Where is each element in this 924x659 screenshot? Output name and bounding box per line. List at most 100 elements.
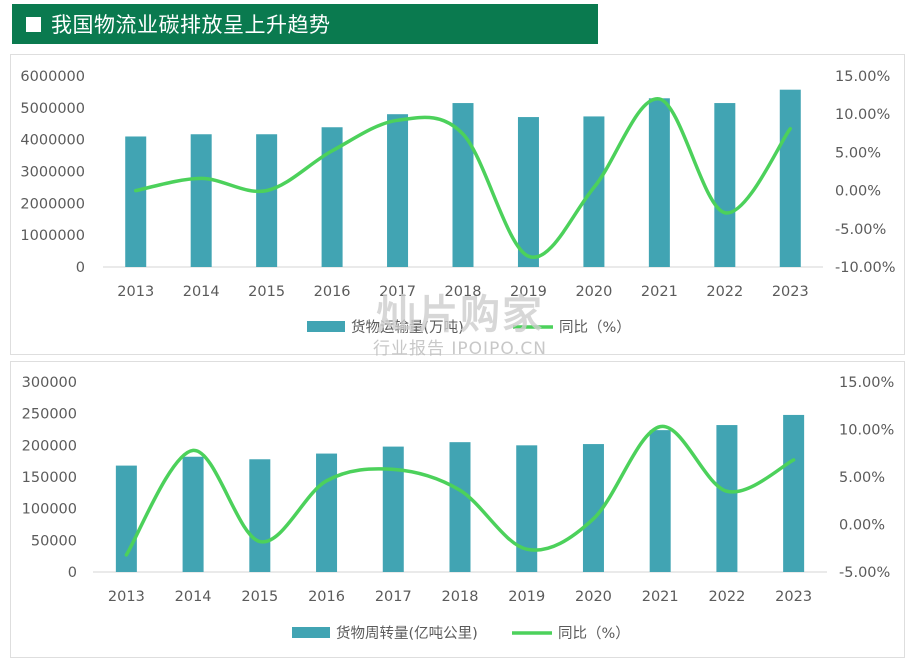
page-header: 我国物流业碳排放呈上升趋势 [12, 4, 598, 44]
y-right-tick-label: 15.00% [835, 69, 890, 85]
x-tick-label: 2017 [375, 589, 412, 605]
y-left-tick-label: 4000000 [20, 133, 85, 149]
x-tick-label: 2016 [314, 284, 351, 300]
x-tick-label: 2020 [575, 589, 612, 605]
y-left-tick-label: 5000000 [20, 101, 85, 117]
bar [256, 134, 278, 267]
yoy-point [659, 425, 662, 428]
x-tick-label: 2023 [772, 284, 809, 300]
yoy-point [265, 189, 268, 192]
y-left-tick-label: 1000000 [20, 228, 85, 244]
header-square-icon [26, 16, 41, 32]
x-tick-label: 2018 [442, 589, 479, 605]
legend: 货物运输量(万吨) 同比（%） [307, 319, 631, 336]
legend: 货物周转量(亿吨公里) 同比（%） [292, 625, 630, 642]
x-tick-label: 2016 [308, 589, 345, 605]
bar [648, 98, 670, 268]
bar [649, 430, 671, 572]
yoy-point [325, 479, 328, 482]
yoy-point [789, 127, 792, 130]
y-left-tick-label: 6000000 [20, 69, 85, 85]
yoy-point [125, 553, 128, 556]
y-right-tick-label: 0.00% [835, 184, 881, 200]
bar [783, 414, 805, 572]
legend-line-label: 同比（%） [559, 319, 631, 336]
bar [125, 136, 147, 267]
bar [516, 445, 538, 572]
bar [449, 442, 471, 572]
x-tick-label: 2017 [379, 284, 416, 300]
y-left-tick-label: 300000 [22, 375, 77, 391]
bar [190, 134, 212, 267]
yoy-point [592, 517, 595, 520]
yoy-point [200, 177, 203, 180]
yoy-point [792, 458, 795, 461]
y-left-tick-label: 250000 [22, 407, 77, 423]
yoy-point [725, 490, 728, 493]
chart-panel-freight-turnover: 300000 250000 200000 150000 100000 50000 0 15.0… [10, 361, 905, 658]
y-right-tick-label: -10.00% [835, 260, 896, 276]
x-tick-label: 2023 [775, 589, 812, 605]
x-tick-label: 2021 [642, 589, 679, 605]
bar [779, 89, 801, 268]
bar [387, 114, 409, 267]
yoy-point [527, 255, 530, 258]
yoy-point [723, 211, 726, 214]
bar [182, 456, 204, 572]
yoy-point [462, 133, 465, 136]
bar [714, 103, 736, 267]
page-title: 我国物流业碳排放呈上升趋势 [51, 13, 331, 37]
y-left-tick-label: 100000 [22, 502, 77, 518]
legend-bar-swatch [307, 321, 345, 332]
bar [582, 444, 604, 572]
x-tick-label: 2022 [706, 284, 743, 300]
y-right-tick-label: 10.00% [839, 423, 894, 439]
legend-bar-label: 货物运输量(万吨) [351, 319, 464, 336]
x-tick-label: 2013 [117, 284, 154, 300]
yoy-point [258, 540, 261, 543]
y-right-tick-label: 10.00% [835, 107, 890, 123]
bar [321, 127, 343, 267]
chart-freight-volume: 6000000 5000000 4000000 3000000 2000000 10000… [20, 69, 896, 336]
y-right-tick-label: -5.00% [839, 565, 890, 581]
y-left-tick-label: 200000 [22, 438, 77, 454]
y-right-tick-label: 0.00% [839, 518, 885, 534]
y-right-tick-label: -5.00% [835, 222, 886, 238]
legend-line-label: 同比（%） [558, 625, 630, 642]
x-tick-label: 2021 [641, 284, 678, 300]
legend-bar-swatch [292, 627, 330, 638]
x-tick-label: 2015 [241, 589, 278, 605]
y-left-tick-label: 0 [68, 565, 77, 581]
bar [517, 117, 539, 267]
yoy-point [525, 548, 528, 551]
x-tick-label: 2013 [108, 589, 145, 605]
bar [583, 116, 605, 267]
x-tick-label: 2022 [708, 589, 745, 605]
yoy-point [658, 97, 661, 100]
yoy-line [124, 424, 796, 557]
x-tick-label: 2019 [510, 284, 547, 300]
yoy-point [134, 189, 137, 192]
bar [382, 446, 404, 572]
x-tick-label: 2020 [575, 284, 612, 300]
x-tick-label: 2018 [445, 284, 482, 300]
x-tick-label: 2019 [508, 589, 545, 605]
yoy-line [133, 97, 793, 260]
y-left-tick-label: 50000 [31, 533, 77, 549]
y-left-tick-label: 0 [76, 260, 85, 276]
legend-bar-label: 货物周转量(亿吨公里) [336, 625, 478, 642]
y-right-tick-label: 15.00% [839, 375, 894, 391]
bar [452, 103, 474, 267]
x-tick-label: 2015 [248, 284, 285, 300]
x-tick-label: 2014 [175, 589, 212, 605]
y-left-tick-label: 150000 [22, 470, 77, 486]
bar [249, 459, 271, 572]
yoy-point [192, 449, 195, 452]
y-right-tick-label: 5.00% [839, 470, 885, 486]
bar [316, 453, 338, 572]
yoy-point [459, 489, 462, 492]
x-tick-label: 2014 [183, 284, 220, 300]
yoy-point [592, 186, 595, 189]
y-right-tick-label: 5.00% [835, 145, 881, 161]
chart-panel-freight-volume: 6000000 5000000 4000000 3000000 2000000 10000… [10, 54, 905, 355]
